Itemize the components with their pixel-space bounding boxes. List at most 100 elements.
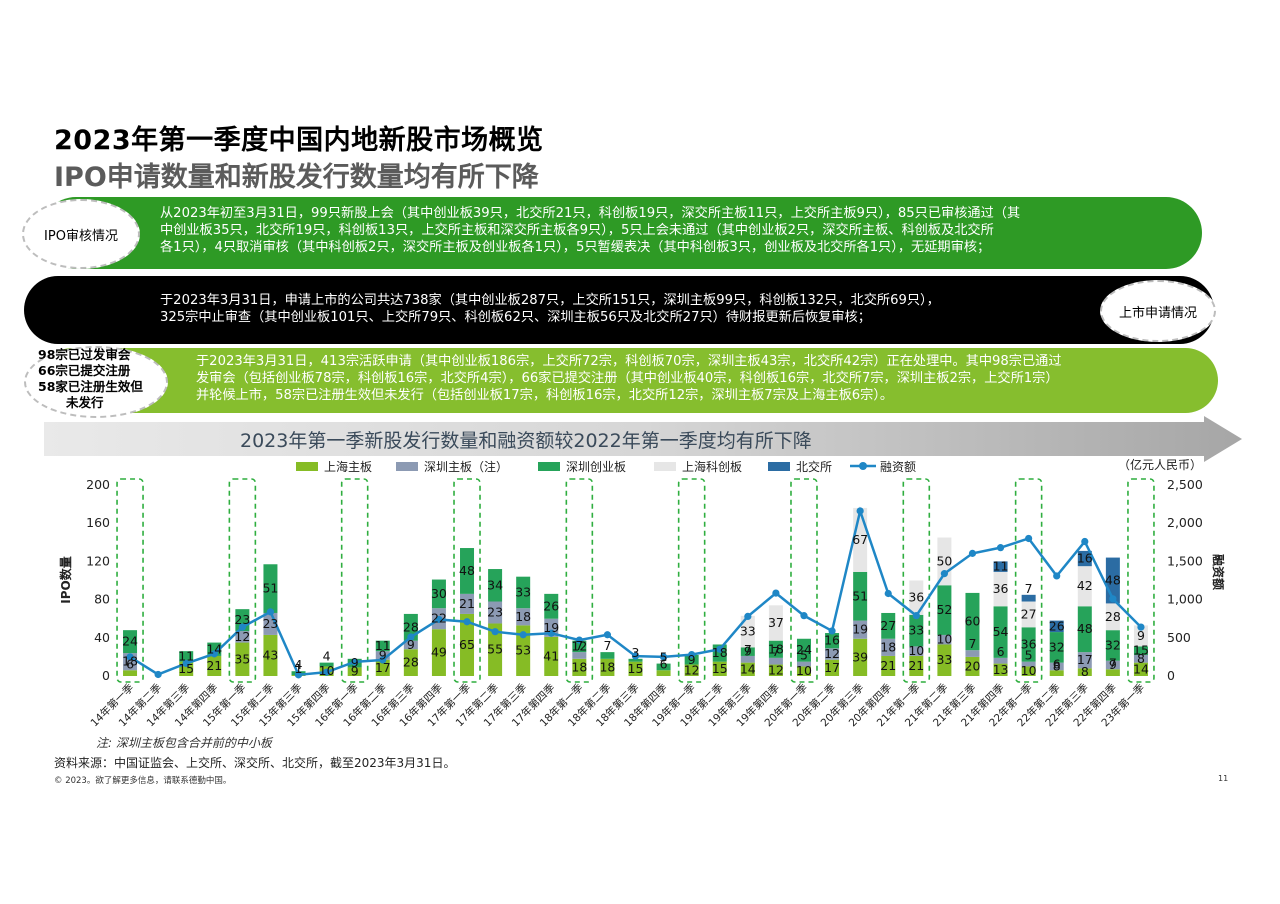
bar-value-label: 11 (178, 648, 194, 663)
bar-segment (825, 633, 840, 649)
bar-value-label: 65 (459, 637, 475, 652)
bar-value-label: 33 (908, 623, 924, 638)
x-tick-label: 18年第四季 (621, 681, 670, 730)
bar-value-label: 6 (660, 656, 668, 671)
bar-segment (263, 564, 278, 613)
bar-value-label: 9 (379, 647, 387, 662)
bar-segment (544, 593, 559, 619)
bar-value-label: 12 (571, 638, 587, 653)
bar-value-label: 27 (880, 618, 896, 633)
bar-value-label: 7 (772, 644, 780, 659)
copyright: © 2023。欲了解更多信息，请联系德勤中国。 (54, 776, 232, 786)
x-tick-label: 17年第四季 (509, 681, 558, 730)
active-label-line: 58家已注册生效但 (38, 379, 143, 394)
bar-segment (1049, 662, 1064, 671)
x-tick-label: 14年第三季 (144, 681, 193, 730)
y2-tick-label: 500 (1167, 630, 1191, 645)
funding-point (547, 629, 555, 637)
bar-value-label: 1 (295, 661, 303, 676)
x-tick-label: 16年第二季 (341, 681, 390, 730)
bar-value-label: 34 (487, 577, 503, 592)
bar-segment (123, 653, 138, 671)
bar-segment (993, 571, 1008, 607)
bar-value-label: 12 (234, 629, 250, 644)
x-tick-label: 14年第二季 (116, 681, 165, 730)
bar-segment (179, 661, 194, 676)
funding-point (238, 623, 246, 631)
x-tick-label: 16年第三季 (369, 681, 418, 730)
bar-segment (881, 638, 896, 656)
bar-value-label: 4 (295, 657, 303, 672)
funding-point (631, 652, 640, 660)
bar-segment (403, 640, 418, 650)
active-line: 发审会（包括创业板78宗，科创板16宗，北交所4宗），66家已提交注册（其中创业… (196, 371, 1059, 386)
x-tick-label: 15年第一季 (200, 681, 249, 730)
bar-value-label: 60 (965, 614, 981, 629)
funding-point (968, 549, 977, 557)
funding-point (800, 612, 808, 620)
bar-segment (375, 659, 390, 676)
bar-segment (1133, 662, 1148, 676)
bar-segment (431, 579, 446, 609)
bar-value-label: 21 (459, 596, 475, 611)
bar-value-label: 43 (262, 647, 278, 662)
bar-value-label: 35 (234, 651, 250, 666)
bar-value-label: 18 (515, 609, 531, 624)
funding-point (210, 650, 218, 658)
x-tick-label: 16年第四季 (397, 681, 446, 730)
highlight-box (340, 478, 369, 683)
bar-value-label: 9 (744, 644, 752, 659)
page-subtitle: IPO申请数量和新股发行数量均有所下降 (54, 162, 539, 193)
bar-value-label: 5 (660, 650, 668, 665)
bar-segment (431, 608, 446, 630)
bar-segment (825, 659, 840, 676)
x-tick-label: 17年第三季 (481, 681, 530, 730)
active-label-line: 98宗已过发审会 (38, 347, 131, 362)
bar-value-label: 7 (744, 642, 752, 657)
bar-value-label: 12 (824, 646, 840, 661)
bar-segment (235, 631, 250, 643)
highlight-box (790, 478, 818, 683)
bar-value-label: 21 (206, 658, 222, 673)
bar-segment (965, 656, 980, 676)
highlight-box (565, 478, 594, 683)
bar-value-label: 39 (852, 649, 868, 664)
funding-point (1081, 537, 1089, 546)
x-tick-label: 18年第二季 (565, 681, 614, 730)
listing-label: 上市申请情况 (1100, 280, 1216, 342)
bar-segment (291, 675, 306, 676)
bar-segment (403, 649, 418, 676)
x-tick-label: 15年第四季 (284, 681, 333, 730)
bar-value-label: 20 (965, 658, 981, 673)
bar-segment (235, 609, 250, 632)
bar-value-label: 28 (1105, 609, 1121, 624)
legend-swatch (768, 462, 790, 471)
highlight-box (453, 478, 481, 683)
x-tick-label: 20年第四季 (846, 681, 895, 730)
bar-value-label: 28 (403, 655, 419, 670)
x-tick-label: 21年第一季 (874, 681, 923, 730)
bar-segment (740, 647, 755, 656)
bar-segment (1105, 660, 1120, 670)
bar-value-label: 51 (852, 588, 868, 603)
active-label-line: 未发行 (66, 395, 104, 410)
legend-swatch (296, 462, 318, 471)
bar-value-label: 16 (1077, 551, 1093, 566)
funding-point (772, 589, 780, 597)
bar-segment (937, 537, 952, 586)
bar-value-label: 18 (712, 645, 728, 660)
x-tick-label: 22年第一季 (986, 681, 1035, 730)
bar-value-label: 37 (768, 615, 784, 630)
bar-segment (291, 671, 306, 676)
bar-value-label: 7 (575, 638, 583, 653)
bar-value-label: 36 (1021, 636, 1037, 651)
bar-segment (1021, 627, 1036, 662)
x-tick-label: 19年第一季 (649, 681, 698, 730)
x-tick-label: 19年第二季 (678, 681, 727, 730)
page-title: 2023年第一季度中国内地新股市场概览 (54, 125, 544, 156)
x-tick-label: 16年第一季 (312, 681, 361, 730)
bar-segment (1077, 606, 1092, 653)
bar-segment (1105, 630, 1120, 661)
chart-note: 注: 深圳主板包含合并前的中小板 (96, 736, 272, 750)
highlight-box (228, 478, 257, 683)
